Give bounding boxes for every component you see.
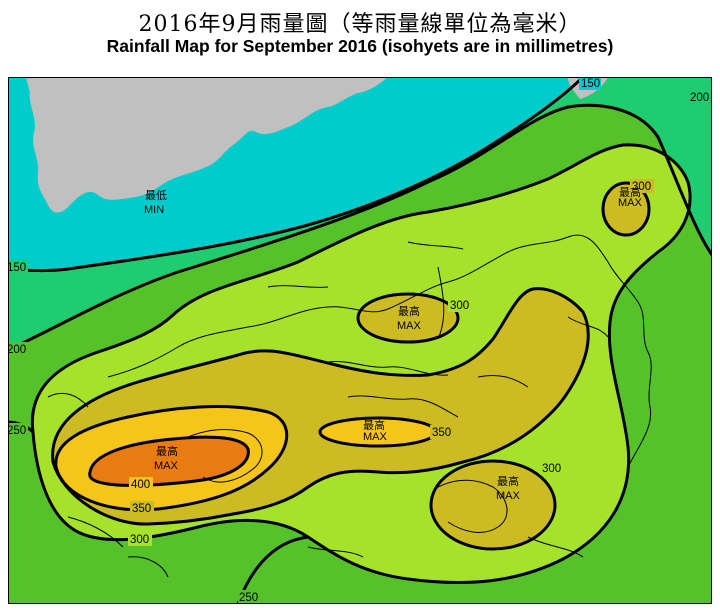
max-ne-label-zh: 最高	[619, 185, 641, 199]
label-300-east: 300	[542, 463, 561, 475]
max-center-label-zh: 最高	[363, 418, 385, 432]
min-label-zh: 最低	[145, 189, 167, 202]
max-central-label-zh: 最高	[398, 304, 420, 318]
band-300-ne	[603, 183, 649, 235]
label-300-ne: 300	[632, 181, 651, 193]
land-outside-hk	[26, 77, 608, 213]
label-250-left: 250	[8, 425, 26, 437]
min-label-en: MIN	[144, 204, 164, 216]
map-frame	[8, 77, 712, 604]
band-350-center	[320, 418, 436, 446]
band-300-east	[431, 461, 555, 549]
map-title-english: Rainfall Map for September 2016 (isohyet…	[106, 36, 614, 56]
label-300-bottom: 300	[130, 534, 149, 546]
map-title-chinese: 2016年9月雨量圖（等雨量線單位為毫米）	[138, 12, 582, 37]
coastline	[47, 234, 652, 578]
label-400: 400	[131, 479, 150, 491]
isohyet-300-ne	[601, 181, 651, 237]
isohyet-250	[30, 143, 692, 585]
band-300-central	[358, 294, 458, 342]
max-central-label-en: MAX	[397, 320, 422, 332]
isohyet-150	[8, 77, 585, 273]
label-350-center: 350	[432, 427, 451, 439]
isohyet-300	[51, 287, 590, 526]
rainfall-map: 150 200 150 200 250 250 300 350 400 350 …	[8, 77, 712, 604]
label-200-right: 200	[690, 92, 709, 104]
label-200-left: 200	[8, 344, 26, 356]
label-150-top: 150	[581, 78, 600, 90]
isohyet-300-east	[429, 459, 557, 551]
extreme-markers: 最低 MIN 最高 MAX 最高 MAX 最高 MAX 最高 MAX 最高 MA…	[144, 185, 643, 502]
isohyets	[8, 77, 712, 604]
label-150-left: 150	[8, 262, 26, 274]
band-above-400	[89, 437, 249, 486]
isohyet-200	[8, 103, 712, 352]
max-center-label-en: MAX	[363, 431, 388, 443]
isohyet-value-labels: 150 200 150 200 250 250 300 350 400 350 …	[8, 77, 712, 604]
max-ne-label-en: MAX	[618, 197, 643, 209]
label-250-bottom: 250	[239, 592, 258, 604]
max-west-label-zh: 最高	[156, 444, 178, 458]
label-300-central: 300	[450, 300, 469, 312]
isohyet-300-central	[356, 292, 460, 344]
label-350-lower: 350	[132, 503, 151, 515]
max-east-label-en: MAX	[496, 490, 521, 502]
isohyet-400	[88, 435, 250, 487]
max-west-label-en: MAX	[154, 460, 179, 472]
max-east-label-zh: 最高	[497, 474, 519, 488]
